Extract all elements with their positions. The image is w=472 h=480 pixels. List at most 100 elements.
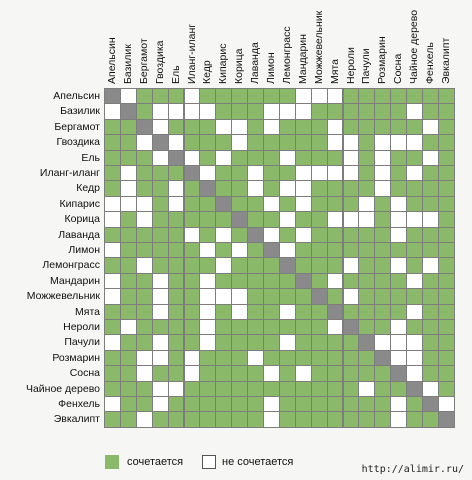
- compatible-cell: [437, 103, 455, 120]
- incompatible-cell: [135, 257, 153, 274]
- compatible-cell: [406, 396, 423, 413]
- compatible-cell: [119, 396, 137, 413]
- incompatible-cell: [326, 319, 344, 336]
- compatible-cell: [135, 319, 153, 336]
- compatible-cell: [199, 211, 217, 228]
- compatible-cell: [215, 365, 233, 382]
- compatible-cell: [183, 242, 201, 259]
- compatible-cell: [263, 380, 280, 397]
- row-label: Базилик: [60, 105, 100, 118]
- incompatible-cell: [199, 165, 217, 182]
- compatible-cell: [199, 349, 217, 367]
- incompatible-cell: [406, 134, 423, 151]
- compatible-cell: [437, 180, 455, 197]
- incompatible-cell: [374, 180, 392, 197]
- diagonal-cell: [199, 180, 217, 197]
- compatible-cell: [437, 257, 455, 274]
- compatible-cell: [326, 226, 344, 243]
- compatible-cell: [437, 195, 455, 213]
- compatible-cell: [104, 134, 121, 151]
- column-label: Можжевельник: [312, 10, 325, 84]
- compatible-cell: [247, 396, 264, 413]
- compatible-cell: [437, 118, 455, 136]
- incompatible-cell: [342, 149, 360, 166]
- diagonal-cell: [326, 303, 344, 320]
- row-label: Розмарин: [52, 351, 100, 364]
- compatible-cell: [294, 134, 312, 151]
- compatible-cell: [406, 288, 423, 305]
- incompatible-cell: [406, 303, 423, 320]
- column-label: Кипарис: [217, 43, 230, 84]
- incompatible-cell: [278, 334, 296, 351]
- row-label: Корица: [64, 213, 100, 226]
- compatible-cell: [135, 334, 153, 351]
- column-label: Гвоздика: [153, 40, 166, 84]
- incompatible-cell: [406, 349, 423, 367]
- column-label: Сосна: [392, 53, 405, 84]
- compatible-cell: [437, 288, 455, 305]
- compatible-cell: [167, 165, 185, 182]
- incompatible-cell: [390, 257, 408, 274]
- compatible-cell: [326, 365, 344, 382]
- compatible-cell: [215, 272, 233, 290]
- compatible-cell: [167, 88, 185, 105]
- watermark: http://alimir.ru/: [361, 464, 464, 475]
- incompatible-cell: [151, 272, 169, 290]
- diagonal-cell: [406, 380, 423, 397]
- compatible-cell: [374, 195, 392, 213]
- incompatible-cell: [151, 380, 169, 397]
- diagonal-cell: [437, 411, 455, 428]
- compatible-cell: [437, 242, 455, 259]
- compatible-cell: [231, 380, 249, 397]
- compatible-cell: [294, 349, 312, 367]
- incompatible-cell: [263, 226, 280, 243]
- incompatible-cell: [390, 411, 408, 428]
- compatible-cell: [278, 365, 296, 382]
- compatible-cell: [342, 180, 360, 197]
- row-label: Фенхель: [58, 398, 100, 410]
- column-label: Апельсин: [106, 37, 118, 84]
- incompatible-cell: [151, 149, 169, 166]
- compatible-cell: [358, 396, 376, 413]
- column-label: Розмарин: [376, 36, 389, 84]
- compatible-cell: [167, 334, 185, 351]
- incompatible-cell: [342, 211, 360, 228]
- compatible-cell: [294, 411, 312, 428]
- incompatible-cell: [104, 396, 121, 413]
- compatible-cell: [422, 272, 439, 290]
- diagonal-cell: [183, 165, 201, 182]
- compatible-cell: [326, 180, 344, 197]
- compatible-cell: [167, 396, 185, 413]
- diagonal-cell: [263, 242, 280, 259]
- compatible-cell: [104, 226, 121, 243]
- compatible-cell: [263, 149, 280, 166]
- compatible-cell: [406, 411, 423, 428]
- compatible-cell: [294, 211, 312, 228]
- incompatible-cell: [104, 195, 121, 213]
- compatible-cell: [422, 288, 439, 305]
- compatible-cell: [310, 349, 328, 367]
- compatible-cell: [167, 411, 185, 428]
- incompatible-cell: [247, 180, 264, 197]
- compatible-cell: [390, 303, 408, 320]
- compatible-cell: [278, 349, 296, 367]
- compatible-cell: [437, 211, 455, 228]
- incompatible-cell: [358, 380, 376, 397]
- incompatible-cell: [406, 165, 423, 182]
- compatible-cell: [151, 242, 169, 259]
- compatible-cell: [278, 396, 296, 413]
- compatible-cell: [326, 288, 344, 305]
- incompatible-cell: [422, 380, 439, 397]
- compatible-cell: [263, 211, 280, 228]
- compatible-cell: [310, 334, 328, 351]
- compatible-cell: [119, 226, 137, 243]
- compatible-cell: [422, 365, 439, 382]
- column-label: Эвкалипт: [439, 37, 452, 84]
- compatible-cell: [135, 165, 153, 182]
- compatible-cell: [247, 411, 264, 428]
- compatible-cell: [358, 149, 376, 166]
- compatible-cell: [342, 411, 360, 428]
- compatible-cell: [247, 118, 264, 136]
- incompatible-cell: [263, 118, 280, 136]
- compatible-cell: [310, 380, 328, 397]
